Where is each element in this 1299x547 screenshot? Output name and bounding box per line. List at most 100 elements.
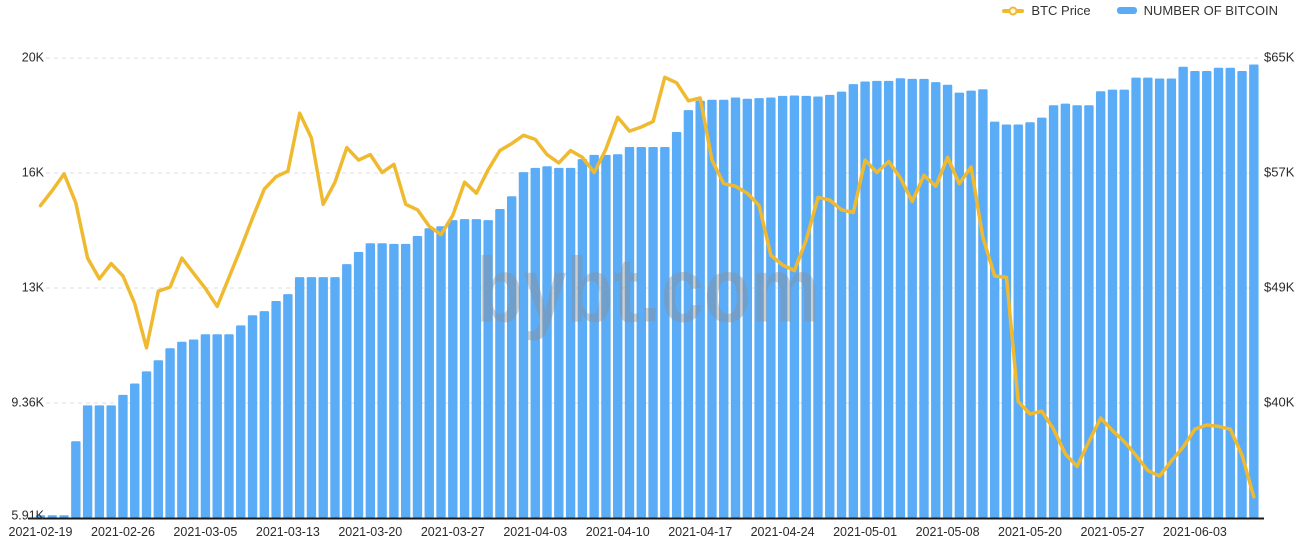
bar[interactable] (1037, 117, 1047, 518)
bar[interactable] (860, 81, 870, 518)
bar[interactable] (883, 80, 894, 518)
bar[interactable] (1249, 64, 1259, 518)
legend-item-btc-price[interactable]: BTC Price (1002, 3, 1091, 18)
bar[interactable] (224, 334, 234, 518)
bar[interactable] (1072, 105, 1082, 518)
bar[interactable] (813, 96, 823, 518)
bar[interactable] (1131, 77, 1141, 518)
bar[interactable] (1143, 77, 1153, 518)
bar[interactable] (777, 95, 788, 518)
bar[interactable] (35, 515, 46, 518)
bar[interactable] (1225, 67, 1235, 518)
bar[interactable] (1237, 71, 1247, 518)
bar[interactable] (82, 405, 93, 518)
bar[interactable] (436, 226, 446, 518)
bar[interactable] (212, 334, 222, 518)
bar[interactable] (130, 383, 140, 518)
bar[interactable] (754, 98, 764, 518)
bar[interactable] (294, 277, 305, 518)
bar[interactable] (259, 311, 270, 518)
bar[interactable] (530, 167, 540, 518)
bar[interactable] (1084, 105, 1094, 518)
bar[interactable] (695, 100, 705, 518)
bar[interactable] (365, 243, 376, 518)
bar[interactable] (94, 405, 105, 518)
bar[interactable] (636, 147, 646, 518)
bar[interactable] (342, 264, 352, 518)
bar[interactable] (283, 294, 293, 518)
bar[interactable] (377, 243, 387, 518)
bar[interactable] (1060, 103, 1071, 518)
bar[interactable] (942, 84, 953, 518)
bar[interactable] (742, 98, 752, 518)
bar[interactable] (59, 515, 69, 518)
bar[interactable] (424, 228, 434, 518)
bar[interactable] (471, 219, 482, 518)
bar[interactable] (1178, 66, 1188, 518)
bar[interactable] (1001, 124, 1012, 518)
bar[interactable] (730, 97, 741, 518)
bar[interactable] (613, 154, 623, 518)
bar[interactable] (106, 405, 116, 518)
bar[interactable] (200, 334, 211, 518)
bar[interactable] (507, 196, 517, 518)
bar[interactable] (789, 95, 800, 518)
bar[interactable] (707, 99, 717, 518)
bar[interactable] (895, 78, 906, 518)
bar[interactable] (648, 147, 658, 518)
bar[interactable] (1213, 67, 1224, 518)
bar[interactable] (989, 121, 1000, 518)
bar[interactable] (954, 92, 965, 518)
bar[interactable] (518, 172, 529, 518)
bar[interactable] (907, 78, 917, 518)
bar[interactable] (931, 82, 941, 518)
bar[interactable] (577, 159, 588, 518)
bar[interactable] (1154, 78, 1165, 518)
bar[interactable] (848, 84, 859, 518)
bar[interactable] (247, 315, 258, 518)
bar[interactable] (412, 236, 423, 518)
bar[interactable] (671, 132, 682, 518)
bar[interactable] (624, 147, 635, 518)
bar[interactable] (459, 219, 470, 518)
bar[interactable] (483, 220, 493, 518)
bar[interactable] (978, 89, 988, 518)
bar[interactable] (141, 371, 152, 518)
bar[interactable] (271, 300, 281, 518)
bar[interactable] (47, 515, 57, 518)
bar[interactable] (872, 80, 882, 518)
bar[interactable] (683, 110, 694, 518)
bar[interactable] (719, 99, 729, 518)
bar[interactable] (589, 154, 599, 518)
bar[interactable] (919, 78, 929, 518)
bar[interactable] (1202, 71, 1212, 518)
bar[interactable] (318, 277, 328, 518)
bar[interactable] (118, 394, 128, 518)
bar[interactable] (448, 220, 458, 518)
bar[interactable] (306, 277, 317, 518)
bar[interactable] (542, 166, 552, 518)
bar[interactable] (1119, 89, 1129, 518)
bar[interactable] (495, 208, 505, 518)
bar[interactable] (1048, 105, 1059, 518)
bar[interactable] (836, 91, 847, 518)
bar[interactable] (554, 167, 564, 518)
bar[interactable] (153, 360, 163, 518)
bar[interactable] (1166, 78, 1177, 518)
bar[interactable] (400, 243, 411, 518)
bar[interactable] (801, 95, 811, 518)
bar[interactable] (825, 94, 835, 518)
bar[interactable] (660, 147, 670, 518)
bar[interactable] (565, 167, 576, 518)
bar[interactable] (71, 441, 81, 518)
bar[interactable] (330, 277, 340, 518)
bar[interactable] (1096, 91, 1106, 518)
bar[interactable] (766, 97, 776, 518)
bar[interactable] (1025, 122, 1035, 518)
bar[interactable] (177, 341, 187, 518)
btc-price-line[interactable] (38, 75, 1256, 499)
bar[interactable] (236, 325, 246, 518)
bar[interactable] (1190, 71, 1200, 518)
bar[interactable] (389, 243, 399, 518)
bar[interactable] (1107, 89, 1118, 518)
